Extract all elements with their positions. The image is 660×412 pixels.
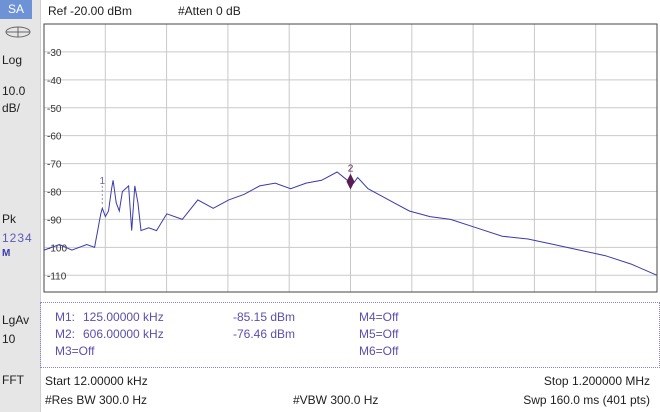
sweep-mode-label: FFT	[2, 373, 24, 387]
marker-2-diamond	[346, 173, 355, 190]
trace-numbers: 1234	[2, 231, 33, 245]
stop-frequency[interactable]: Stop 1.200000 MHz	[543, 374, 650, 388]
sweep-time[interactable]: Swp 160.0 ms (401 pts)	[523, 393, 650, 407]
plot-frame	[43, 23, 658, 293]
y-tick-label: -70	[47, 160, 62, 171]
marker-5-status: M5=Off	[359, 327, 399, 341]
scale-per-div-value: 10.0	[2, 84, 26, 98]
marker-3-status: M3=Off	[55, 344, 95, 358]
y-tick-label: -60	[47, 132, 62, 143]
marker-4-status: M4=Off	[359, 310, 399, 324]
left-status-panel: SA Log 10.0 dB/ Pk 1234 M LgAv 10 FFT	[0, 0, 41, 412]
graticule-grid	[44, 24, 657, 292]
y-tick-label: -80	[47, 188, 62, 199]
detector-label: Pk	[2, 212, 17, 226]
start-frequency[interactable]: Start 12.00000 kHz	[45, 374, 148, 388]
scale-type-label: Log	[2, 53, 23, 67]
ref-level[interactable]: Ref -20.00 dBm	[48, 4, 133, 18]
marker-1-label: M1:	[55, 310, 76, 324]
spectrum-trace	[43, 171, 658, 276]
y-axis-tick-labels: -30 -40 -50 -60 -70 -80 -90 -100 -110	[47, 48, 67, 282]
res-bandwidth[interactable]: #Res BW 300.0 Hz	[45, 393, 148, 407]
avg-count-label: 10	[2, 332, 16, 346]
marker-2: 2	[346, 164, 355, 190]
marker-1-amp: -85.15 dBm	[233, 310, 296, 324]
trace-indicator-icon	[4, 24, 32, 45]
marker-table: M1: 125.00000 kHz -85.15 dBm M4=Off M2: …	[40, 302, 660, 368]
marker-2-number: 2	[348, 164, 354, 175]
y-tick-label: -110	[47, 271, 67, 282]
y-tick-label: -40	[47, 76, 62, 87]
y-tick-label: -90	[47, 215, 62, 226]
scale-per-div-unit: dB/	[2, 101, 21, 115]
atten-setting[interactable]: #Atten 0 dB	[178, 4, 241, 18]
marker-2-freq: 606.00000 kHz	[83, 327, 164, 341]
marker-1: 1	[100, 176, 106, 206]
marker-1-freq: 125.00000 kHz	[83, 310, 164, 324]
y-tick-label: -30	[47, 48, 62, 59]
avg-type-label: LgAv	[2, 313, 30, 327]
marker-6-status: M6=Off	[359, 344, 399, 358]
trace-mode-label: M	[2, 248, 11, 259]
mode-badge[interactable]: SA	[0, 0, 32, 19]
y-tick-label: -50	[47, 104, 62, 115]
marker-2-amp: -76.46 dBm	[233, 327, 296, 341]
marker-2-label: M2:	[55, 327, 76, 341]
y-tick-label: -100	[47, 243, 67, 254]
marker-1-number: 1	[100, 176, 106, 187]
video-bandwidth[interactable]: #VBW 300.0 Hz	[293, 393, 379, 407]
